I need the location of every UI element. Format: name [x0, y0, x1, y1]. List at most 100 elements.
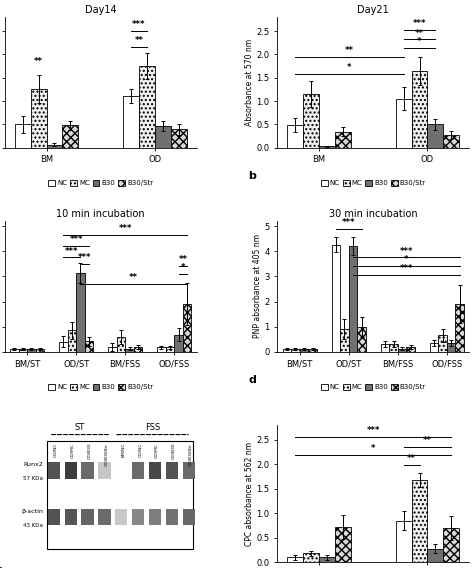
Text: ***: *** [413, 19, 426, 28]
Text: ***: *** [132, 20, 146, 29]
Bar [18, 349, 27, 352]
Bar [283, 349, 291, 352]
Text: **: ** [34, 57, 43, 65]
Bar [64, 462, 77, 478]
Bar [139, 66, 155, 148]
Bar [99, 509, 110, 525]
Text: **: ** [407, 454, 416, 463]
Text: ***: *** [342, 218, 356, 227]
Text: *: * [181, 263, 185, 272]
Text: OD/NC: OD/NC [54, 443, 58, 457]
Legend: NC, MC, B30, B30/Str: NC, MC, B30, B30/Str [46, 177, 156, 189]
Bar [303, 94, 319, 148]
Bar [68, 331, 76, 352]
Text: *: * [347, 63, 352, 72]
Bar [340, 329, 349, 352]
Bar [47, 441, 193, 549]
Bar [406, 347, 415, 352]
Y-axis label: CPC absorbance at 562 nm: CPC absorbance at 562 nm [245, 442, 254, 546]
Text: ***: *** [366, 426, 380, 435]
Bar [411, 71, 428, 148]
Bar [123, 97, 139, 148]
Text: b: b [248, 172, 256, 181]
Bar [411, 480, 428, 562]
Bar [31, 89, 46, 148]
Bar [357, 327, 366, 352]
Bar [27, 349, 36, 352]
Bar [398, 349, 406, 352]
Bar [166, 347, 174, 352]
Text: *: * [404, 256, 409, 264]
Bar [335, 527, 351, 562]
Bar [183, 509, 195, 525]
Bar [443, 135, 459, 148]
Bar [99, 462, 110, 478]
Legend: NC, MC, B30, B30/Str: NC, MC, B30, B30/Str [318, 382, 428, 393]
Bar [171, 129, 187, 148]
Bar [132, 509, 145, 525]
Text: ***: *** [400, 264, 413, 273]
Text: ***: *** [69, 235, 83, 244]
Text: BM/NC: BM/NC [121, 443, 125, 457]
Text: FSS: FSS [145, 423, 160, 432]
Text: ***: *** [400, 247, 413, 256]
Text: β-actin: β-actin [21, 509, 43, 514]
Bar [132, 462, 145, 478]
Bar [10, 349, 18, 352]
Bar [428, 549, 443, 562]
Bar [149, 462, 161, 478]
Bar [396, 521, 411, 562]
Y-axis label: Absorbance at 570 nm: Absorbance at 570 nm [245, 39, 254, 126]
Bar [47, 509, 60, 525]
Bar [149, 509, 161, 525]
Text: e: e [0, 565, 3, 568]
Bar [389, 344, 398, 352]
Text: OD/B30Str: OD/B30Str [104, 443, 109, 466]
Bar [47, 462, 60, 478]
Bar [381, 344, 389, 352]
Bar [63, 126, 78, 148]
Bar [117, 337, 125, 352]
Text: OD/B30: OD/B30 [172, 443, 176, 460]
Bar [82, 462, 93, 478]
Text: OD/MC: OD/MC [155, 443, 159, 458]
Bar [125, 349, 134, 352]
Text: ***: *** [65, 247, 79, 256]
Text: OD/B30Str: OD/B30Str [189, 443, 193, 466]
Bar [82, 509, 93, 525]
Bar [166, 509, 178, 525]
Bar [349, 246, 357, 352]
Text: **: ** [345, 46, 354, 55]
Text: **: ** [129, 273, 138, 282]
Bar [287, 557, 303, 562]
Text: 43 KDa: 43 KDa [23, 523, 43, 528]
Bar [456, 304, 464, 352]
Title: Day14: Day14 [85, 5, 117, 15]
Text: *: * [417, 37, 422, 47]
Text: 57 KDa: 57 KDa [23, 476, 43, 481]
Legend: NC, MC, B30, B30/Str: NC, MC, B30, B30/Str [318, 177, 428, 189]
Legend: NC, MC, B30, B30/Str: NC, MC, B30, B30/Str [46, 382, 156, 393]
Bar [36, 349, 44, 352]
Bar [300, 349, 308, 352]
Bar [287, 126, 303, 148]
Title: 10 min incubation: 10 min incubation [56, 209, 145, 219]
Text: ***: *** [78, 253, 91, 262]
Text: **: ** [415, 28, 424, 37]
Bar [443, 528, 459, 562]
Title: 30 min incubation: 30 min incubation [329, 209, 418, 219]
Text: *: * [371, 444, 375, 453]
Text: ***: *** [118, 224, 132, 233]
Bar [166, 462, 178, 478]
Bar [64, 509, 77, 525]
Bar [319, 147, 335, 148]
Text: OD/B30: OD/B30 [88, 443, 91, 460]
Bar [335, 132, 351, 148]
Text: **: ** [135, 36, 144, 45]
Bar [134, 347, 142, 352]
Bar [76, 273, 85, 352]
Bar [59, 342, 68, 352]
Bar [183, 304, 191, 352]
Text: **: ** [178, 256, 187, 264]
Bar [303, 553, 319, 562]
